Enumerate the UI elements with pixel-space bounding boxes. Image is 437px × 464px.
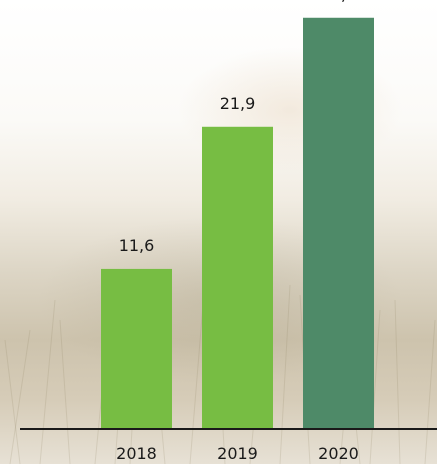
x-tick-label-2020: 2020: [318, 444, 359, 463]
x-tick-label-2019: 2019: [217, 444, 258, 463]
x-tick-labels-group: 2018 2019 2020: [116, 444, 359, 463]
value-label-2018: 11,6: [119, 236, 155, 255]
bar-2018: [101, 268, 172, 429]
value-label-2019: 21,9: [220, 94, 256, 113]
bar-2019: [202, 126, 273, 429]
value-labels-group: 11,6 21,9 29,8: [119, 0, 357, 255]
bar-2020: [303, 17, 374, 429]
x-tick-label-2018: 2018: [116, 444, 157, 463]
bars-group: [101, 17, 374, 429]
value-label-2020: 29,8: [321, 0, 357, 4]
